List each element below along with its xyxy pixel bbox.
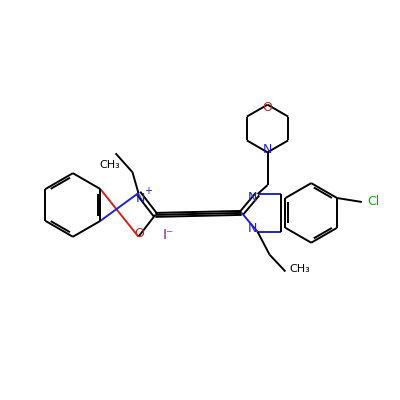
Text: Cl: Cl	[368, 196, 380, 208]
Text: N: N	[248, 222, 257, 235]
Text: +: +	[144, 186, 152, 196]
Text: N: N	[248, 190, 257, 204]
Text: O: O	[262, 101, 272, 114]
Text: N: N	[263, 143, 272, 156]
Text: CH₃: CH₃	[99, 160, 120, 170]
Text: N: N	[136, 192, 145, 204]
Text: I⁻: I⁻	[162, 228, 174, 242]
Text: O: O	[134, 227, 144, 240]
Text: CH₃: CH₃	[289, 264, 310, 274]
